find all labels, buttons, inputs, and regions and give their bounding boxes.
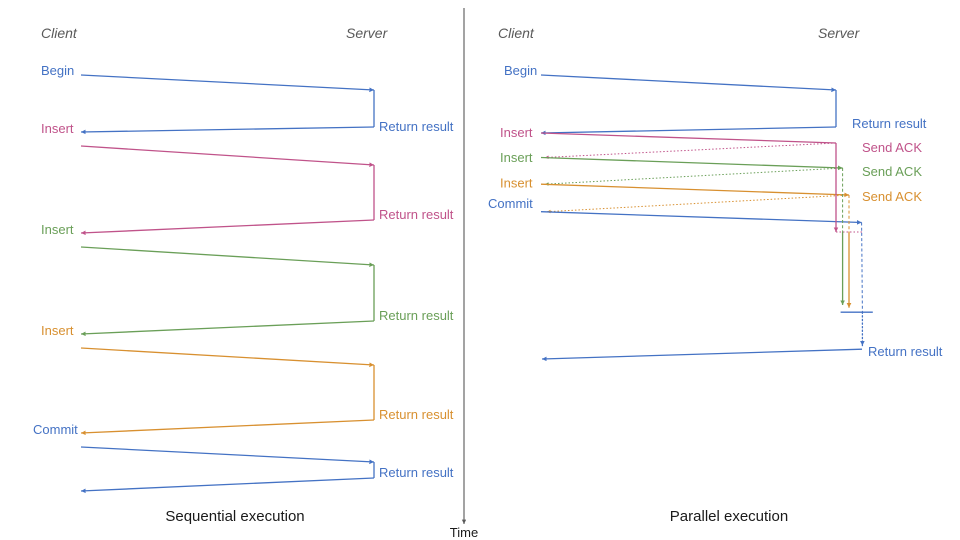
svg-text:Sequential execution: Sequential execution bbox=[165, 508, 304, 525]
svg-text:Return result: Return result bbox=[379, 407, 454, 422]
svg-text:Send ACK: Send ACK bbox=[862, 164, 922, 179]
svg-text:Send ACK: Send ACK bbox=[862, 189, 922, 204]
svg-text:Server: Server bbox=[818, 25, 861, 41]
svg-text:Insert: Insert bbox=[41, 323, 74, 338]
svg-text:Server: Server bbox=[346, 25, 389, 41]
svg-text:Insert: Insert bbox=[500, 125, 533, 140]
svg-text:Begin: Begin bbox=[41, 63, 74, 78]
svg-text:Commit: Commit bbox=[488, 196, 533, 211]
svg-text:Return result: Return result bbox=[379, 119, 454, 134]
svg-text:Insert: Insert bbox=[500, 150, 533, 165]
svg-text:Return result: Return result bbox=[379, 207, 454, 222]
svg-text:Return result: Return result bbox=[852, 116, 927, 131]
svg-text:Insert: Insert bbox=[41, 121, 74, 136]
svg-text:Begin: Begin bbox=[504, 63, 537, 78]
svg-text:Parallel execution: Parallel execution bbox=[670, 508, 788, 525]
svg-text:Client: Client bbox=[498, 25, 535, 41]
svg-text:Commit: Commit bbox=[33, 422, 78, 437]
svg-text:Return result: Return result bbox=[379, 308, 454, 323]
svg-text:Insert: Insert bbox=[41, 222, 74, 237]
svg-text:Client: Client bbox=[41, 25, 78, 41]
svg-text:Return result: Return result bbox=[379, 465, 454, 480]
svg-text:Return result: Return result bbox=[868, 344, 943, 359]
svg-text:Send ACK: Send ACK bbox=[862, 140, 922, 155]
svg-text:Insert: Insert bbox=[500, 176, 533, 191]
svg-text:Time: Time bbox=[450, 525, 478, 540]
